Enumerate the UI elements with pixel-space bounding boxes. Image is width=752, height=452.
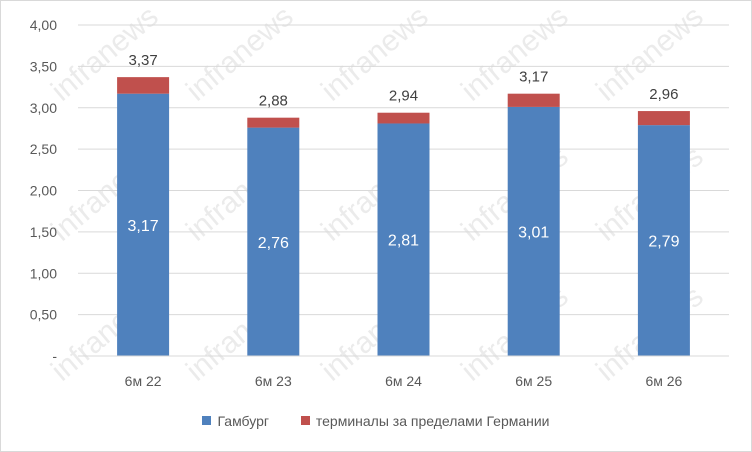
y-tick-label: 2,50 <box>30 141 57 157</box>
y-tick-label: 1,00 <box>30 265 57 281</box>
y-tick-label: 2,00 <box>30 183 57 199</box>
y-tick-label: 0,50 <box>30 307 57 323</box>
data-label-total: 3,17 <box>519 69 548 86</box>
legend-item-hamburg: Гамбург <box>202 413 269 429</box>
legend: Гамбург терминалы за пределами Германии <box>1 412 751 429</box>
data-label-hamburg: 2,76 <box>258 235 289 252</box>
x-tick-label: 6м 26 <box>645 373 682 389</box>
bar-foreign-terminals <box>247 117 300 128</box>
x-tick-label: 6м 25 <box>515 373 552 389</box>
data-label-total: 2,94 <box>389 88 418 105</box>
legend-label-foreign-terminals: терминалы за пределами Германии <box>315 412 550 429</box>
data-label-total: 2,96 <box>649 86 678 103</box>
data-label-total: 3,37 <box>128 52 157 69</box>
y-tick-label: 3,50 <box>30 58 57 74</box>
bar-hamburg <box>377 123 430 356</box>
data-label-hamburg: 2,81 <box>388 233 419 250</box>
y-tick-label: 3,00 <box>30 100 57 116</box>
bar-hamburg <box>507 106 560 356</box>
axes: - 0,50 1,00 1,50 2,00 2,50 3,00 3,50 4,00 6м 22 6м… <box>30 17 729 389</box>
bar-foreign-terminals <box>377 112 430 124</box>
x-tick-label: 6м 24 <box>385 373 422 389</box>
x-tick-label: 6м 23 <box>255 373 292 389</box>
bar-foreign-terminals <box>507 93 560 107</box>
y-tick-label: 1,50 <box>30 224 57 240</box>
bar-hamburg <box>637 125 690 356</box>
watermark-text: infranews <box>180 1 300 108</box>
legend-label-hamburg: Гамбург <box>217 412 269 429</box>
bar-foreign-terminals <box>637 111 690 126</box>
legend-swatch-hamburg <box>202 416 212 425</box>
y-tick-label: 4,00 <box>30 17 57 33</box>
legend-swatch-foreign-terminals <box>300 416 310 425</box>
data-label-total: 2,88 <box>259 93 288 110</box>
bar-foreign-terminals <box>117 77 170 94</box>
bars <box>117 77 690 357</box>
data-label-hamburg: 3,01 <box>518 224 549 241</box>
bar-hamburg <box>247 127 300 356</box>
data-labels: 3,17 3,37 2,76 2,88 2,81 2,94 3,01 3,17 2,79 2,96 <box>128 52 680 252</box>
data-label-hamburg: 2,79 <box>648 234 679 251</box>
watermark-text: infranews <box>455 1 575 108</box>
bar-hamburg <box>117 93 170 357</box>
data-label-hamburg: 3,17 <box>128 218 159 235</box>
legend-item-foreign-terminals: терминалы за пределами Германии <box>300 412 550 429</box>
x-tick-label: 6м 22 <box>125 373 162 389</box>
y-tick-label: - <box>52 348 57 364</box>
